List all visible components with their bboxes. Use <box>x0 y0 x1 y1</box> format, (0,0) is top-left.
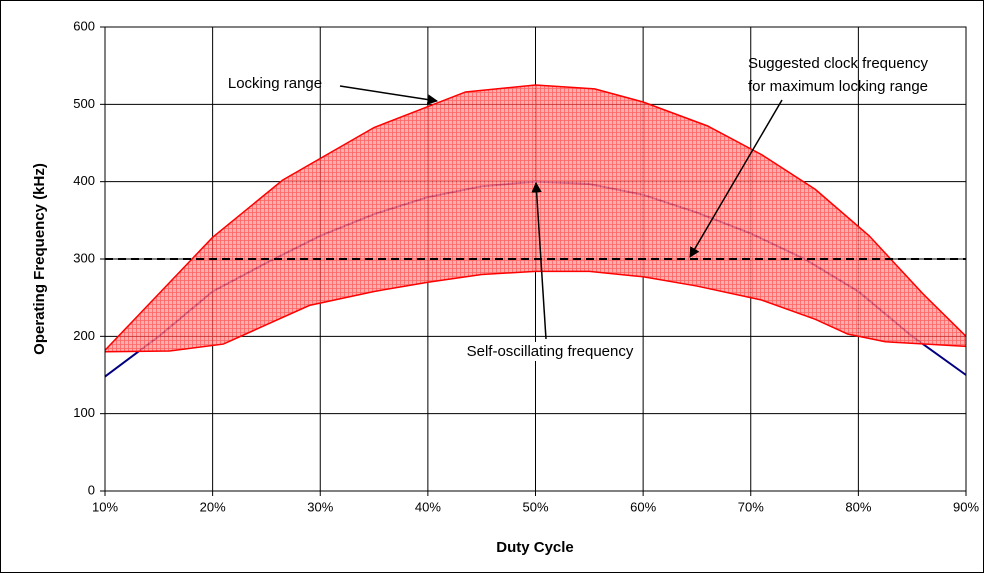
y-tick-label: 300 <box>73 250 95 265</box>
x-tick-label: 10% <box>92 499 118 514</box>
y-tick-label: 200 <box>73 328 95 343</box>
annotation-arrow <box>689 99 783 258</box>
plot-border <box>104 26 967 492</box>
x-tick-label: 90% <box>953 499 979 514</box>
band-upper <box>104 84 967 351</box>
x-tick-label: 50% <box>522 499 548 514</box>
x-tick-label: 60% <box>630 499 656 514</box>
x-tick-label: 40% <box>415 499 441 514</box>
y-tick-label: 100 <box>73 405 95 420</box>
annotation: for maximum locking range <box>748 78 928 95</box>
x-tick-label: 70% <box>738 499 764 514</box>
band-fill <box>105 85 966 352</box>
annotation-arrow <box>339 85 439 105</box>
y-tick-label: 0 <box>88 482 95 497</box>
band-lower <box>104 270 967 353</box>
y-tick-label: 400 <box>73 173 95 188</box>
annotation-bg <box>463 341 637 361</box>
annotation: Locking range <box>228 75 322 92</box>
y-axis-title: Operating Frequency (kHz) <box>31 163 48 355</box>
annotation: Self-oscillating frequency <box>467 343 634 360</box>
x-axis-title: Duty Cycle <box>496 539 574 556</box>
y-tick-label: 500 <box>73 96 95 111</box>
x-tick-label: 20% <box>200 499 226 514</box>
x-tick-label: 30% <box>307 499 333 514</box>
x-tick-label: 80% <box>845 499 871 514</box>
y-tick-label: 600 <box>73 18 95 33</box>
annotation: Suggested clock frequency <box>748 55 929 72</box>
annotation-arrow <box>531 181 547 340</box>
